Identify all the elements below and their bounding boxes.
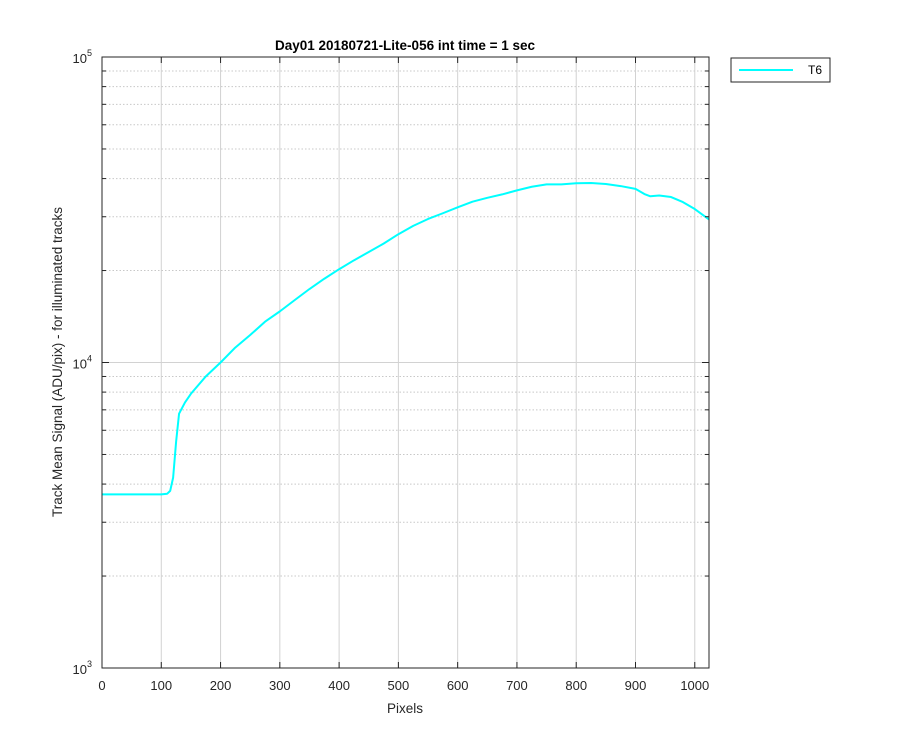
y-tick-labels: 103 104 105	[73, 48, 92, 677]
ticks	[101, 56, 709, 669]
x-tick-label: 700	[506, 678, 528, 693]
x-tick-label: 900	[625, 678, 647, 693]
series-line-t6	[102, 181, 710, 496]
x-tick-label: 100	[150, 678, 172, 693]
series-layer	[102, 181, 710, 496]
x-tick-label: 400	[328, 678, 350, 693]
x-tick-labels: 0 100 200 300 400 500 600 700 800 900 1000	[98, 678, 709, 693]
x-tick-label: 800	[565, 678, 587, 693]
y-axis-label: Track Mean Signal (ADU/pix) - for illumi…	[50, 207, 65, 517]
x-tick-label: 1000	[680, 678, 709, 693]
x-tick-label: 600	[447, 678, 469, 693]
x-tick-label: 200	[210, 678, 232, 693]
y-tick-label: 103	[73, 659, 92, 677]
x-tick-label: 300	[269, 678, 291, 693]
x-axis-label: Pixels	[387, 701, 423, 716]
x-tick-label: 0	[98, 678, 105, 693]
legend[interactable]: T6	[730, 57, 831, 83]
legend-label-t6: T6	[808, 63, 822, 77]
x-tick-label: 500	[388, 678, 410, 693]
y-tick-label: 104	[73, 354, 92, 372]
chart-title: Day01 20180721-Lite-056 int time = 1 sec	[275, 38, 536, 53]
y-tick-label: 105	[73, 48, 92, 66]
